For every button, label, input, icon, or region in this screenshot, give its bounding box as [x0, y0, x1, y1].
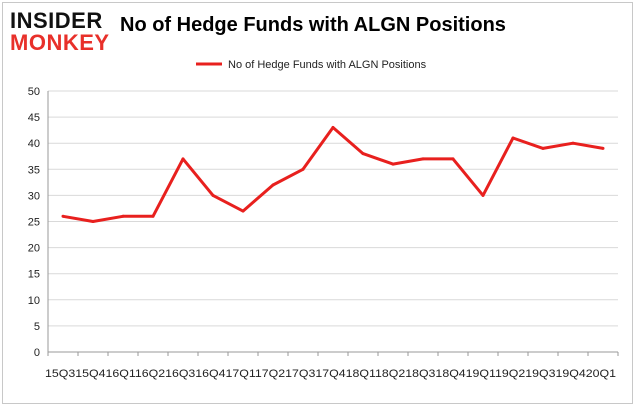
data-point-18Q3: [421, 157, 425, 161]
y-tick-label: 5: [34, 321, 40, 333]
x-axis-tick-labels: 15Q315Q416Q116Q216Q316Q417Q117Q217Q317Q4…: [45, 368, 616, 380]
y-tick-label: 30: [28, 190, 40, 202]
data-point-17Q4: [331, 126, 335, 130]
data-point-19Q2: [511, 136, 515, 140]
axes: [47, 91, 619, 356]
y-tick-label: 45: [28, 112, 40, 124]
data-point-18Q4: [451, 157, 455, 161]
data-point-17Q1: [241, 209, 245, 213]
data-point-16Q1: [121, 214, 125, 218]
legend: No of Hedge Funds with ALGN Positions: [196, 59, 427, 71]
data-point-19Q4: [571, 141, 575, 145]
y-tick-label: 40: [28, 138, 40, 150]
data-point-18Q2: [391, 162, 395, 166]
data-point-16Q2: [151, 214, 155, 218]
data-point-20Q1: [601, 146, 605, 150]
y-tick-label: 25: [28, 217, 40, 229]
data-point-16Q3: [181, 157, 185, 161]
y-tick-label: 10: [28, 295, 40, 307]
data-point-17Q2: [271, 183, 275, 187]
y-tick-labels: 0 5 10 15 20 25 30 35 40 45 50: [28, 86, 40, 359]
series-line-0: [62, 126, 604, 223]
y-tick-label: 15: [28, 269, 40, 281]
insider-monkey-logo: INSIDER MONKEY: [10, 8, 110, 58]
y-tick-label: 50: [28, 86, 40, 98]
y-tick-label: 20: [28, 243, 40, 255]
logo-text-monkey: MONKEY: [10, 30, 110, 55]
data-point-15Q4: [91, 220, 95, 223]
data-point-18Q1: [361, 152, 365, 156]
chart-frame: [2, 2, 633, 404]
y-tick-label: 35: [28, 164, 40, 176]
legend-label: No of Hedge Funds with ALGN Positions: [228, 59, 427, 71]
logo-text-insider: INSIDER: [10, 8, 103, 33]
series-layer: [61, 126, 605, 223]
data-point-19Q3: [541, 146, 545, 150]
data-point-19Q1: [481, 193, 485, 197]
gridlines: [48, 90, 618, 353]
y-tick-label: 0: [34, 347, 40, 359]
data-point-15Q3: [61, 214, 65, 218]
chart-title: No of Hedge Funds with ALGN Positions: [120, 14, 506, 36]
data-point-17Q3: [301, 167, 305, 171]
data-point-16Q4: [211, 193, 215, 197]
